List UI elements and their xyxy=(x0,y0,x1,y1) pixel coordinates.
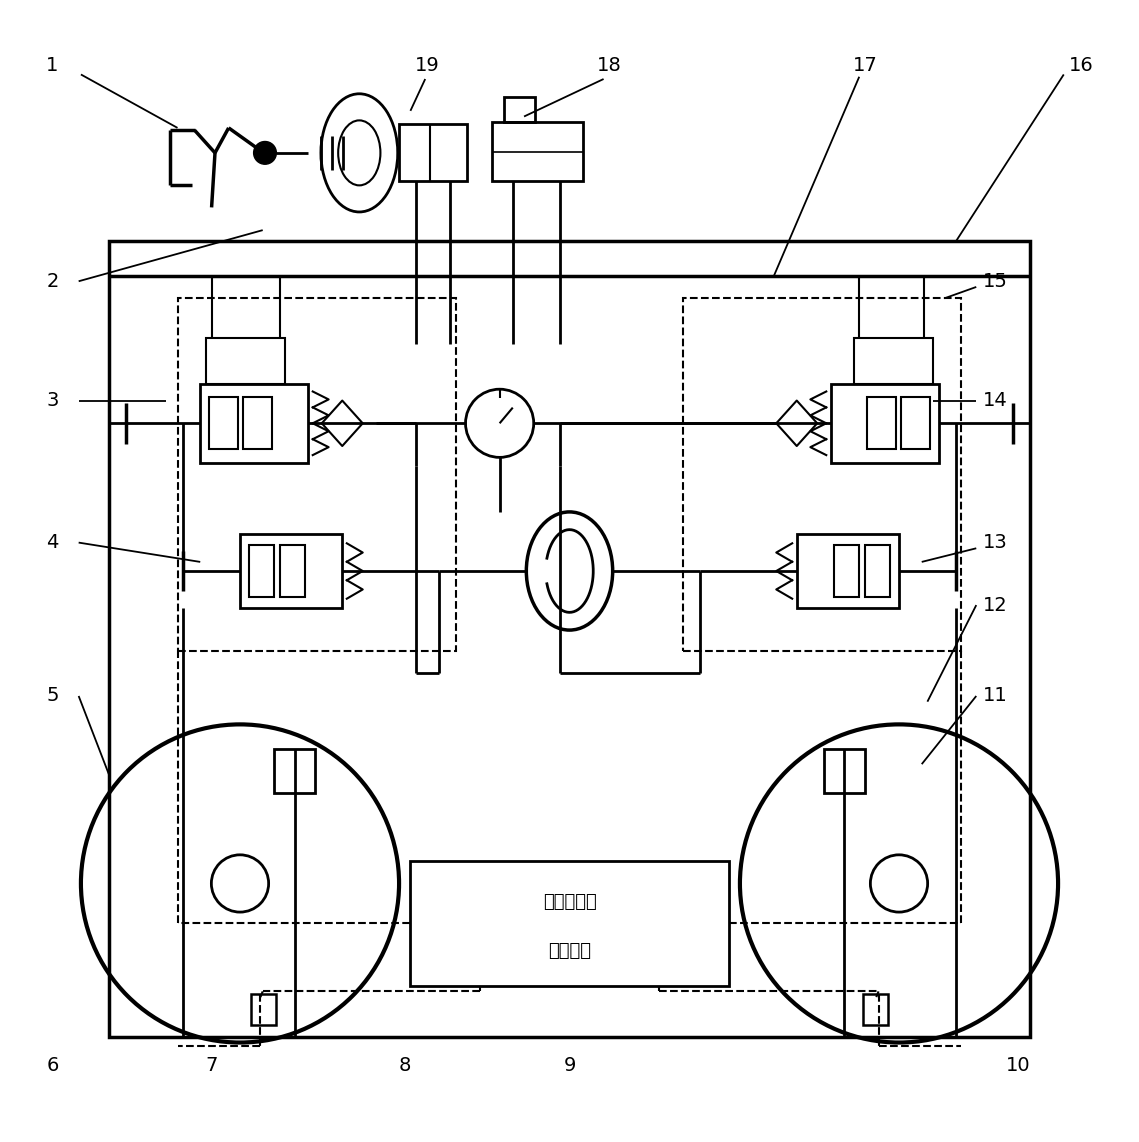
Text: 8: 8 xyxy=(399,1055,411,1075)
Bar xyxy=(244,397,272,450)
Bar xyxy=(240,534,342,608)
Bar xyxy=(252,994,277,1026)
Bar xyxy=(823,749,865,793)
Bar xyxy=(797,534,899,608)
Text: 制动防抱死: 制动防抱死 xyxy=(542,893,597,911)
Bar xyxy=(178,298,456,651)
Text: 1: 1 xyxy=(47,56,59,75)
Bar xyxy=(109,241,1030,1037)
Text: 13: 13 xyxy=(983,533,1008,552)
Bar xyxy=(830,384,939,463)
Bar xyxy=(853,338,933,384)
Bar xyxy=(399,124,467,182)
Text: 19: 19 xyxy=(415,56,440,75)
Bar xyxy=(210,397,238,450)
Bar xyxy=(865,546,890,596)
Text: 2: 2 xyxy=(47,272,59,291)
Text: 17: 17 xyxy=(853,56,877,75)
Text: 6: 6 xyxy=(47,1055,59,1075)
Circle shape xyxy=(254,142,277,164)
Text: 控制单元: 控制单元 xyxy=(548,942,591,959)
Bar xyxy=(503,97,535,122)
Bar xyxy=(492,122,583,182)
Text: 15: 15 xyxy=(983,272,1008,291)
Text: 16: 16 xyxy=(1068,56,1093,75)
Text: 7: 7 xyxy=(205,1055,218,1075)
Bar xyxy=(274,749,316,793)
Text: 18: 18 xyxy=(597,56,622,75)
Bar xyxy=(834,546,859,596)
Bar xyxy=(862,994,887,1026)
Text: 11: 11 xyxy=(983,686,1008,706)
Text: 10: 10 xyxy=(1006,1055,1031,1075)
Bar xyxy=(901,397,929,450)
Bar xyxy=(280,546,305,596)
Bar xyxy=(683,298,961,651)
Bar xyxy=(410,861,729,986)
Text: 4: 4 xyxy=(47,533,59,552)
Text: 3: 3 xyxy=(47,391,59,410)
Bar xyxy=(206,338,286,384)
Text: 5: 5 xyxy=(47,686,59,706)
Bar xyxy=(249,546,274,596)
Bar xyxy=(867,397,895,450)
Text: 9: 9 xyxy=(564,1055,575,1075)
Text: 12: 12 xyxy=(983,596,1008,614)
Bar xyxy=(200,384,309,463)
Text: 14: 14 xyxy=(983,391,1008,410)
